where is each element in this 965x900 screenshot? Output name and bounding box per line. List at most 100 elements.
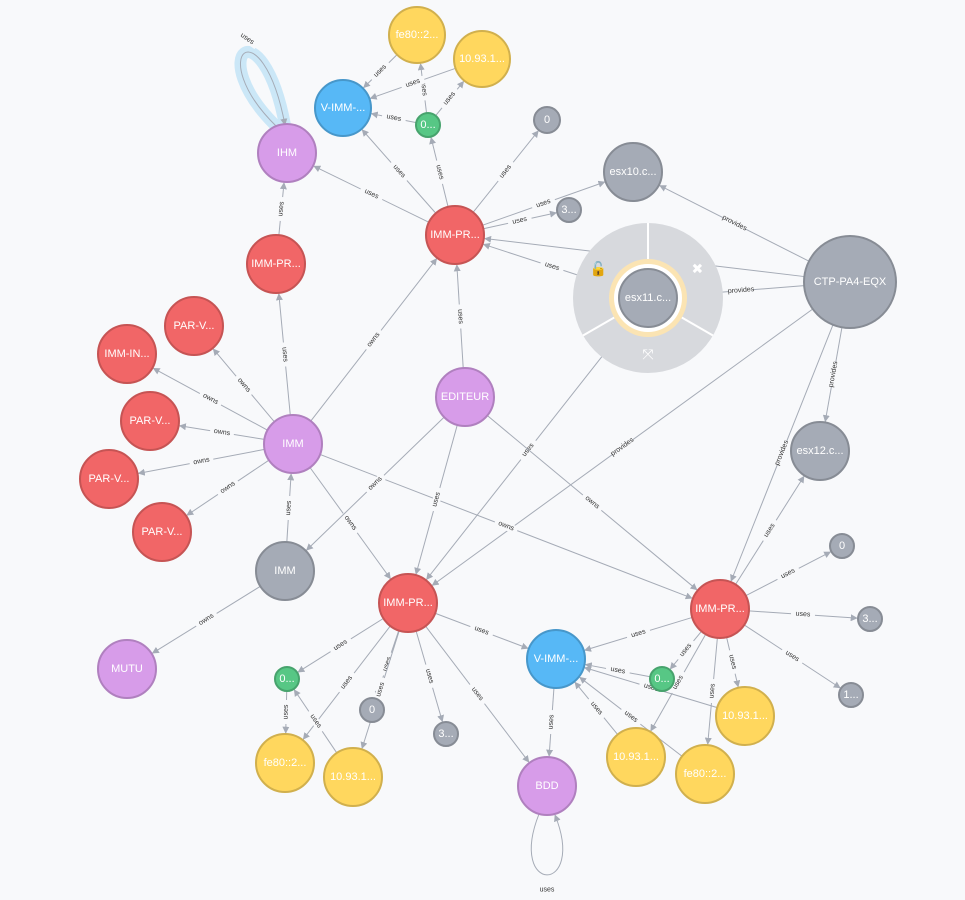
edge-immpr_right-to-zero_right[interactable]: uses xyxy=(745,551,832,597)
edge-label-bg xyxy=(388,159,410,184)
edge-immpr_left-to-ihm[interactable]: uses xyxy=(276,182,287,236)
edge-editeur-to-immpr_right[interactable]: owns xyxy=(486,415,698,591)
expand-icon[interactable]: ⤧ xyxy=(642,347,653,363)
node-one_right[interactable]: 1... xyxy=(838,682,864,708)
edge-ctp-to-esx12[interactable]: provides xyxy=(822,327,843,423)
edge-immpr_top-to-ihm[interactable]: uses xyxy=(313,165,430,223)
node-immpr_left[interactable]: IMM-PR... xyxy=(246,234,306,294)
edge-imm_purple-to-immpr_right[interactable]: owns xyxy=(319,453,693,600)
node-immpr_right[interactable]: IMM-PR... xyxy=(690,579,750,639)
edge-zero_green_top-to-vimm_top[interactable]: uses xyxy=(370,111,417,125)
node-zero_green_mid[interactable]: 0... xyxy=(274,666,300,692)
edge-editeur-to-immpr_mid[interactable]: uses xyxy=(414,424,458,575)
node-parv2[interactable]: PAR-V... xyxy=(120,391,180,451)
edge-immpr_mid-to-vimm_mid[interactable]: uses xyxy=(434,612,529,650)
edge-immpr_top-to-three_top[interactable]: uses xyxy=(483,210,557,230)
node-zero_right[interactable]: 0 xyxy=(829,533,855,559)
edge-immpr_mid-to-zero_green_mid[interactable]: uses xyxy=(297,618,384,673)
unlock-icon[interactable]: 🔓 xyxy=(590,261,607,278)
node-ihm[interactable]: IHM xyxy=(257,123,317,183)
edge-bdd-to-bdd[interactable]: uses xyxy=(530,813,564,894)
node-editeur[interactable]: EDITEUR xyxy=(435,367,495,427)
edge-editeur-to-imm_gray[interactable]: owns xyxy=(306,416,445,551)
node-parv1[interactable]: PAR-V... xyxy=(164,296,224,356)
edge-ihm-to-ihm[interactable]: uses xyxy=(234,28,291,133)
edge-immpr_right-to-three_right[interactable]: uses xyxy=(748,609,858,622)
edge-vimm_mid-to-bdd[interactable]: uses xyxy=(546,687,557,757)
edge-immpr_mid-to-three_mid[interactable]: uses xyxy=(415,630,444,723)
node-fe80_mid[interactable]: fe80::2... xyxy=(255,733,315,793)
node-zero_green_top[interactable]: 0... xyxy=(415,112,441,138)
node-immpr_top[interactable]: IMM-PR... xyxy=(425,205,485,265)
edge-label: owns xyxy=(497,520,515,533)
edge-label-bg xyxy=(779,646,805,667)
edge-fe80_top-to-vimm_top[interactable]: uses xyxy=(363,54,398,89)
node-ip_mid[interactable]: 10.93.1... xyxy=(323,747,383,807)
node-zero_mid[interactable]: 0 xyxy=(359,697,385,723)
edge-zero_green_mid-to-fe80_mid[interactable]: uses xyxy=(281,690,291,734)
edge-label-bg xyxy=(429,486,444,513)
node-three_top[interactable]: 3... xyxy=(556,197,582,223)
node-ip_right1[interactable]: 10.93.1... xyxy=(715,686,775,746)
edge-label: uses xyxy=(544,261,561,272)
node-esx12[interactable]: esx12.c... xyxy=(790,421,850,481)
edge-immpr_top-to-zero_top[interactable]: uses xyxy=(472,130,539,213)
node-fe80_top[interactable]: fe80::2... xyxy=(388,6,446,64)
edge-immpr_top-to-vimm_top[interactable]: uses xyxy=(361,129,437,214)
edge-imm_purple-to-parv1[interactable]: owns xyxy=(212,348,275,423)
node-mutu[interactable]: MUTU xyxy=(97,639,157,699)
edge-imm_gray-to-mutu[interactable]: owns xyxy=(151,585,261,654)
node-parv3[interactable]: PAR-V... xyxy=(79,449,139,509)
node-imm_purple[interactable]: IMM xyxy=(263,414,323,474)
edge-label-bg xyxy=(455,304,465,329)
edge-ip_top-to-vimm_top[interactable]: uses xyxy=(369,67,456,100)
node-parv4[interactable]: PAR-V... xyxy=(132,502,192,562)
edge-label-bg xyxy=(194,610,219,630)
edge-zero_green_top-to-ip_top[interactable]: uses xyxy=(435,80,465,117)
node-bdd[interactable]: BDD xyxy=(517,756,577,816)
edge-imm_gray-to-imm_purple[interactable]: uses xyxy=(284,473,295,543)
edge-label-bg xyxy=(305,709,326,734)
edge-immpr_mid-to-ip_mid[interactable]: uses xyxy=(360,630,400,750)
close-icon[interactable]: ✖ xyxy=(691,262,703,278)
node-fe80_right[interactable]: fe80::2... xyxy=(675,744,735,804)
node-zero_green_right[interactable]: 0... xyxy=(649,666,675,692)
node-ctp[interactable]: CTP-PA4-EQX xyxy=(803,235,897,329)
edge-immpr_right-to-one_right[interactable]: uses xyxy=(743,624,841,689)
ring-menu-divider xyxy=(582,316,615,337)
edge-label: provides xyxy=(828,360,840,388)
edge-immpr_top-to-zero_green_top[interactable]: uses xyxy=(429,136,449,207)
node-circle xyxy=(314,79,372,137)
edge-zero_green_top-to-fe80_top[interactable]: uses xyxy=(417,63,429,114)
edge-immpr_right-to-ip_right1[interactable]: uses xyxy=(725,637,741,688)
node-esx11[interactable]: esx11.c... xyxy=(618,268,678,328)
edge-editeur-to-immpr_top[interactable]: uses xyxy=(453,264,465,369)
node-esx10[interactable]: esx10.c... xyxy=(603,142,663,202)
node-imm_gray[interactable]: IMM xyxy=(255,541,315,601)
edge-imm_purple-to-parv4[interactable]: owns xyxy=(186,459,270,516)
edge-label: uses xyxy=(456,309,464,325)
edge-zero_green_right-to-vimm_mid[interactable]: uses xyxy=(584,662,651,678)
node-vimm_top[interactable]: V-IMM-... xyxy=(314,79,372,137)
edge-imm_purple-to-immpr_left[interactable]: uses xyxy=(275,293,291,416)
edge-imm_purple-to-immpr_top[interactable]: owns xyxy=(310,258,438,422)
node-circle xyxy=(690,579,750,639)
edge-label-bg xyxy=(546,709,557,735)
edge-label: uses xyxy=(280,347,288,363)
node-three_right[interactable]: 3... xyxy=(857,606,883,632)
node-vimm_mid[interactable]: V-IMM-... xyxy=(526,629,586,689)
edge-immpr_right-to-fe80_right[interactable]: uses xyxy=(704,637,718,745)
node-immpr_mid[interactable]: IMM-PR... xyxy=(378,573,438,633)
edge-ip_right1-to-vimm_mid[interactable]: uses xyxy=(584,666,718,709)
edge-immpr_right-to-vimm_mid[interactable]: uses xyxy=(584,616,693,652)
edge-label-bg xyxy=(233,373,255,398)
edge-immpr_top-to-esx10[interactable]: uses xyxy=(482,180,606,226)
node-ip_right2[interactable]: 10.93.1... xyxy=(606,727,666,787)
edge-imm_purple-to-parv3[interactable]: owns xyxy=(137,448,265,476)
node-three_mid[interactable]: 3... xyxy=(433,721,459,747)
node-zero_top[interactable]: 0 xyxy=(533,106,561,134)
edge-imm_purple-to-parv2[interactable]: owns xyxy=(178,423,265,440)
node-ip_top[interactable]: 10.93.1... xyxy=(453,30,511,88)
node-imm_in[interactable]: IMM-IN... xyxy=(97,324,157,384)
